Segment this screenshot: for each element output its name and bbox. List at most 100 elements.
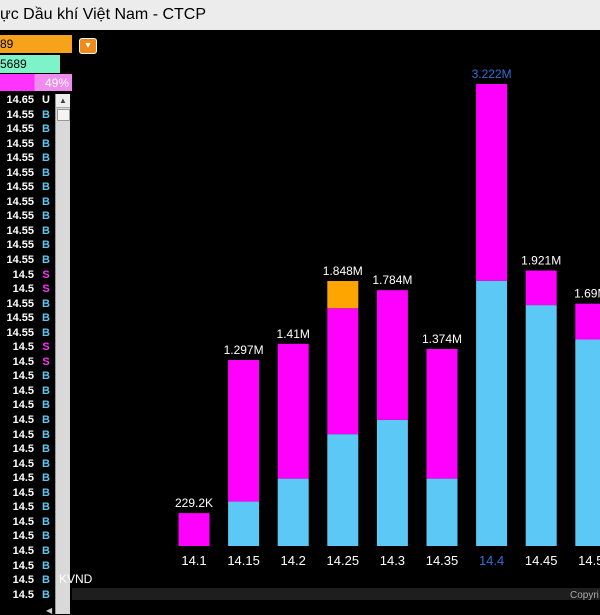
- trade-price: 14.5: [12, 370, 34, 383]
- bar-total-label: 1.848M: [323, 264, 363, 278]
- trade-price: 14.55: [6, 254, 34, 267]
- trade-side: B: [42, 254, 50, 267]
- trade-price: 14.55: [6, 326, 34, 339]
- trade-row: 14.55 B: [0, 209, 54, 224]
- bar-segment-buy: [228, 501, 260, 546]
- trade-price: 14.55: [6, 297, 34, 310]
- trade-row: 14.55 B: [0, 180, 54, 195]
- bar-total-label: 1.297M: [224, 343, 264, 357]
- trade-side: B: [42, 326, 50, 339]
- trade-side: B: [42, 486, 50, 499]
- trade-price: 14.5: [12, 501, 34, 514]
- trade-side: S: [42, 283, 50, 296]
- trade-row: 14.5 B: [0, 559, 54, 574]
- copyright-text: Copyri: [570, 590, 599, 601]
- trade-side: B: [42, 297, 50, 310]
- trade-row: 14.55 B: [0, 166, 54, 181]
- bar-segment-sell: [525, 270, 557, 306]
- buy-volume-value: 89: [0, 37, 14, 51]
- trade-price: 14.55: [6, 166, 34, 179]
- chevron-down-icon: ▾: [85, 40, 91, 51]
- trade-row: 14.5 B: [0, 486, 54, 501]
- bar-total-label: 1.41M: [277, 327, 310, 341]
- trade-row: 14.55 B: [0, 311, 54, 326]
- trade-row: 14.55 B: [0, 224, 54, 239]
- bar-segment-sell: [228, 360, 260, 502]
- trade-row: 14.55 B: [0, 238, 54, 253]
- trade-row: 14.5 B: [0, 529, 54, 544]
- trade-side: B: [42, 181, 50, 194]
- bar-segment-buy: [426, 478, 458, 546]
- trade-price: 14.5: [12, 283, 34, 296]
- trade-row: 14.5 B: [0, 573, 54, 588]
- trade-row: 14.5 B: [0, 398, 54, 413]
- bar-segment-sell: [178, 513, 210, 546]
- chart-options-dropdown[interactable]: ▾: [79, 38, 97, 54]
- trade-side: B: [42, 195, 50, 208]
- x-tick-label: 14.5: [578, 553, 600, 568]
- trade-row: 14.65 U: [0, 93, 54, 108]
- bar-total-label: 3.222M: [472, 67, 512, 81]
- trade-side: S: [42, 355, 50, 368]
- trade-side: B: [42, 414, 50, 427]
- x-tick-label: 14.3: [380, 553, 405, 568]
- trade-price: 14.5: [12, 355, 34, 368]
- trade-side: B: [42, 428, 50, 441]
- trade-price: 14.5: [12, 588, 34, 601]
- trade-panel: 89 5689 49% 14.65 U 14.55 B 14.55 B 14.55 B 14.5…: [0, 30, 92, 615]
- trade-price: 14.55: [6, 210, 34, 223]
- trade-row: 14.5 B: [0, 369, 54, 384]
- trade-price: 14.5: [12, 268, 34, 281]
- trade-row: 14.5 B: [0, 413, 54, 428]
- buy-sell-ratio-bar: 49%: [0, 74, 72, 91]
- trade-row: 14.5 S: [0, 340, 54, 355]
- bar-total-label: 1.921M: [521, 254, 561, 268]
- trade-row: 14.5 B: [0, 428, 54, 443]
- trade-row: 14.5 B: [0, 500, 54, 515]
- trade-price: 14.65: [6, 94, 34, 106]
- trade-price: 14.55: [6, 152, 34, 165]
- trade-price: 14.5: [12, 515, 34, 528]
- trade-row: 14.55 B: [0, 326, 54, 341]
- trade-row: 14.55 B: [0, 297, 54, 312]
- trade-price: 14.5: [12, 574, 34, 587]
- bar-segment-sell: [376, 290, 408, 420]
- trade-list-scrollbar[interactable]: ▲: [55, 94, 70, 614]
- trade-side: B: [42, 472, 50, 485]
- sell-volume-value: 5689: [0, 57, 27, 71]
- trade-price: 14.5: [12, 530, 34, 543]
- trade-side: B: [42, 443, 50, 456]
- trade-side: S: [42, 268, 50, 281]
- bar-segment-sell: [476, 84, 508, 281]
- trade-row: 14.5 B: [0, 471, 54, 486]
- trade-price: 14.55: [6, 137, 34, 150]
- trade-side: B: [42, 137, 50, 150]
- trade-side: B: [42, 224, 50, 237]
- trade-price: 14.5: [12, 472, 34, 485]
- trade-price: 14.55: [6, 108, 34, 121]
- buy-volume-bar: 89: [0, 35, 72, 53]
- sell-volume-bar: 5689: [0, 55, 60, 73]
- x-tick-label: 14.25: [327, 553, 360, 568]
- trade-price: 14.5: [12, 559, 34, 572]
- trade-side: B: [42, 370, 50, 383]
- bar-segment-buy: [327, 434, 359, 546]
- trade-price: 14.5: [12, 486, 34, 499]
- x-tick-label: 14.1: [181, 553, 206, 568]
- window-title: ực Dầu khí Việt Nam - CTCP: [0, 6, 207, 23]
- scroll-up-button[interactable]: ▲: [56, 94, 70, 108]
- trade-price: 14.5: [12, 399, 34, 412]
- trade-row: 14.55 B: [0, 151, 54, 166]
- trade-row: 14.5 B: [0, 588, 54, 603]
- trade-side: B: [42, 530, 50, 543]
- trade-side: B: [42, 108, 50, 121]
- trade-side: B: [42, 515, 50, 528]
- trade-row: 14.5 B: [0, 442, 54, 457]
- trade-side: B: [42, 152, 50, 165]
- trade-row: 14.55 B: [0, 108, 54, 123]
- trade-side: B: [42, 574, 50, 587]
- x-tick-label: 14.15: [227, 553, 260, 568]
- buy-sell-ratio-value: 49%: [44, 76, 69, 90]
- trade-row: 14.5 B: [0, 457, 54, 472]
- scrollbar-thumb[interactable]: [57, 109, 70, 121]
